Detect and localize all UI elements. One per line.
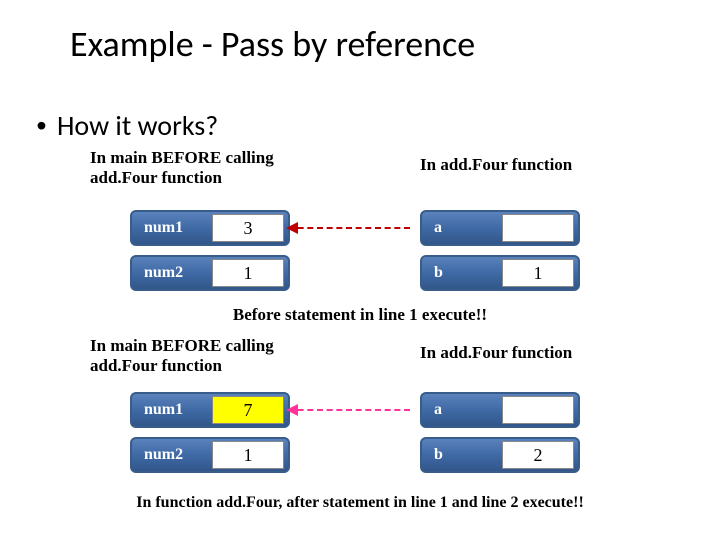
slide-title: Example - Pass by reference [70, 22, 475, 66]
s2-right-header: In add.Four function [420, 343, 572, 363]
s2-b-box: b 2 [420, 437, 580, 473]
s2-left-header: In main BEFORE calling add.Four function [90, 336, 320, 376]
bullet-dot: • [36, 111, 47, 138]
s1-num1-box: num1 3 [130, 210, 290, 246]
s2-num2-label: num2 [132, 446, 212, 464]
s2-num2-box: num2 1 [130, 437, 290, 473]
s1-num2-value: 1 [212, 259, 284, 287]
s2-a-label: a [422, 401, 502, 419]
s2-a-box: a [420, 392, 580, 428]
s1-b-label: b [422, 264, 502, 282]
s2-num2-value: 1 [212, 441, 284, 469]
s2-num1-value: 7 [212, 396, 284, 424]
s2-b-value: 2 [502, 441, 574, 469]
s1-num1-label: num1 [132, 219, 212, 237]
s1-num2-box: num2 1 [130, 255, 290, 291]
bullet-text: How it works? [57, 108, 218, 143]
s1-b-value: 1 [502, 259, 574, 287]
s2-num1-label: num1 [132, 401, 212, 419]
bullet-line: • How it works? [36, 108, 218, 143]
s1-left-header: In main BEFORE calling add.Four function [90, 148, 300, 188]
s1-num1-value: 3 [212, 214, 284, 242]
s1-a-value [502, 214, 574, 242]
s1-b-box: b 1 [420, 255, 580, 291]
mid-caption: Before statement in line 1 execute!! [0, 305, 720, 325]
s2-a-value [502, 396, 574, 424]
s1-a-label: a [422, 219, 502, 237]
s1-num2-label: num2 [132, 264, 212, 282]
s2-num1-box: num1 7 [130, 392, 290, 428]
s1-right-header: In add.Four function [420, 155, 572, 175]
end-caption: In function add.Four, after statement in… [0, 494, 720, 512]
s2-b-label: b [422, 446, 502, 464]
s1-a-box: a [420, 210, 580, 246]
